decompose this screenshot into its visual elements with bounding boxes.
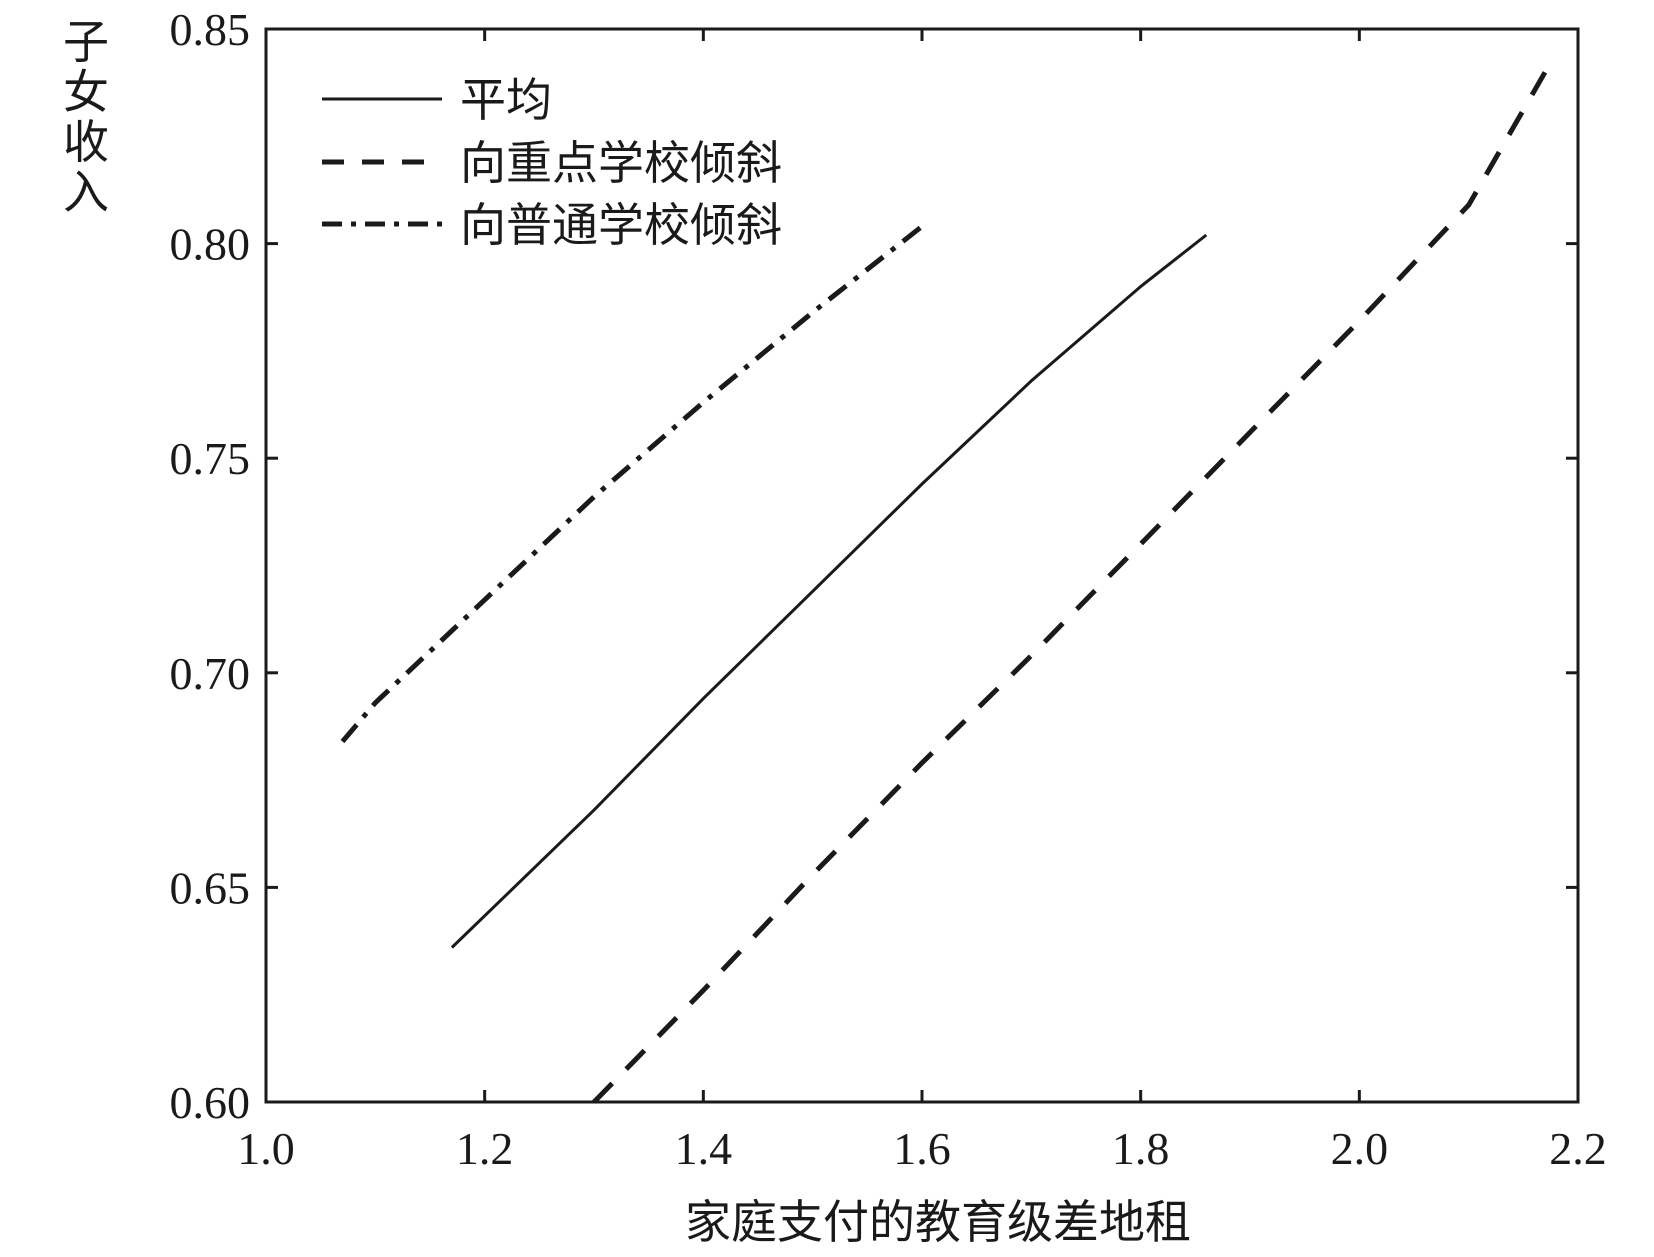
legend-label: 平均 <box>460 75 552 126</box>
x-tick-label: 1.4 <box>675 1123 733 1174</box>
y-tick-label: 0.65 <box>170 862 251 913</box>
x-tick-label: 1.2 <box>456 1123 514 1174</box>
plot-frame <box>264 27 1580 1104</box>
legend-label: 向重点学校倾斜 <box>460 138 782 189</box>
y-axis-title-char: 子 <box>63 17 109 68</box>
y-axis-title-char: 女 <box>63 67 109 118</box>
y-tick-label: 0.80 <box>170 219 251 270</box>
x-tick-label: 2.0 <box>1331 1123 1389 1174</box>
legend-label: 向普通学校倾斜 <box>460 200 782 251</box>
x-tick-label: 2.2 <box>1549 1123 1607 1174</box>
y-axis-title-char: 入 <box>63 167 109 218</box>
series-line <box>450 233 1208 949</box>
x-axis-title: 家庭支付的教育级差地租 <box>685 1197 1191 1248</box>
x-tick-label: 1.0 <box>237 1123 295 1174</box>
y-axis-ticks: 0.60 0.65 0.70 0.75 0.80 0.85 <box>170 4 1578 1128</box>
y-axis-title-char: 收 <box>63 117 109 168</box>
x-tick-label: 1.6 <box>893 1123 951 1174</box>
y-tick-label: 0.75 <box>170 433 251 484</box>
y-tick-label: 0.70 <box>170 648 251 699</box>
y-tick-label: 0.85 <box>170 4 251 55</box>
series-line <box>340 224 924 744</box>
x-axis-ticks: 1.0 1.2 1.4 1.6 1.8 2.0 2.2 <box>237 29 1607 1174</box>
x-tick-label: 1.8 <box>1112 1123 1170 1174</box>
series-line <box>592 70 1548 1104</box>
y-tick-label: 0.60 <box>170 1077 251 1128</box>
plot-series <box>340 70 1548 1104</box>
